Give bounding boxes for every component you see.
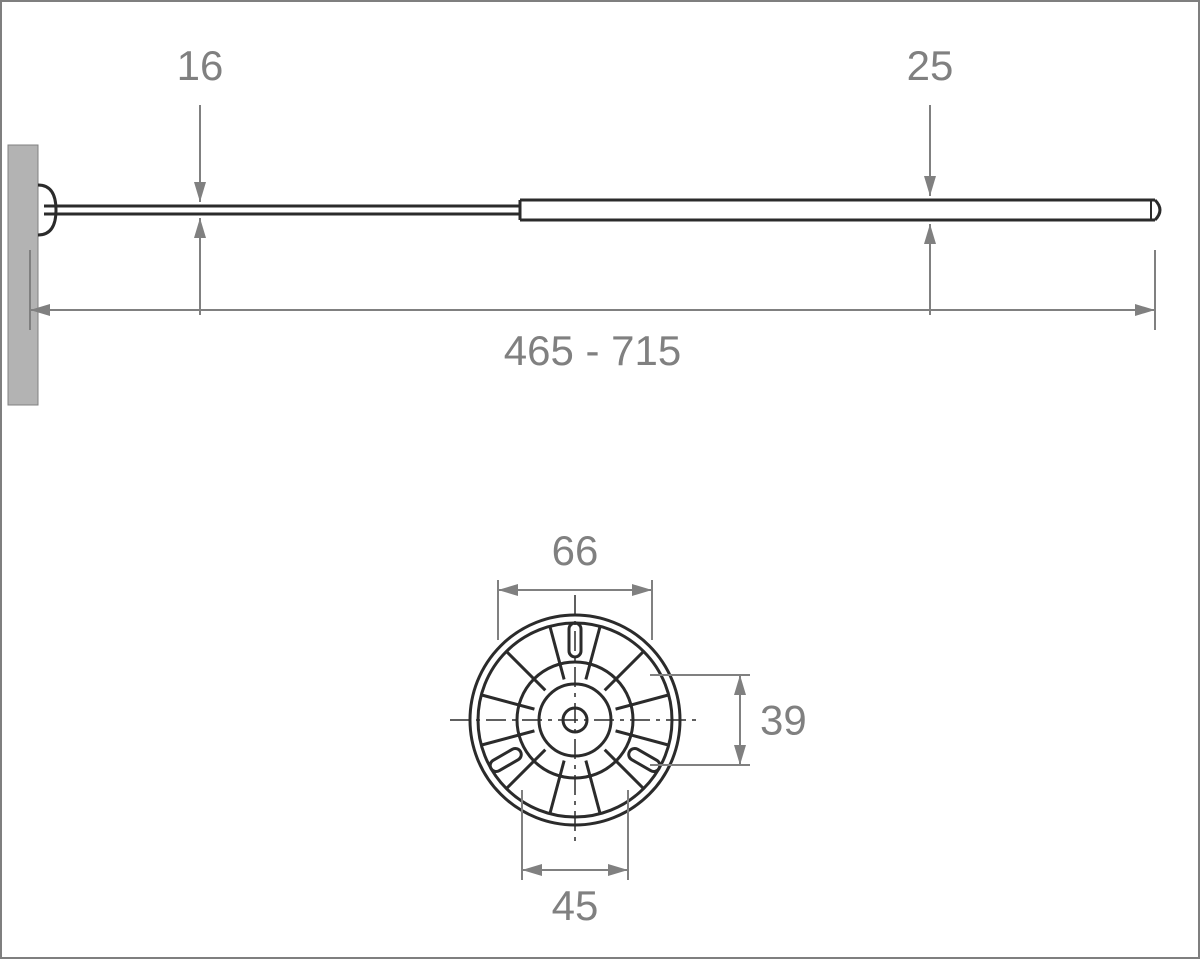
dim-25: 25	[907, 42, 954, 315]
dim-16-label: 16	[177, 42, 224, 89]
dim-39-label: 39	[760, 697, 807, 744]
dim-length-label: 465 - 715	[504, 327, 681, 374]
wall	[8, 145, 38, 405]
end-view: 66 45 39	[450, 527, 807, 929]
dim-66-label: 66	[552, 527, 599, 574]
mount-slot	[488, 746, 523, 773]
dim-16: 16	[177, 42, 224, 315]
dim-45-label: 45	[552, 882, 599, 929]
dim-25-label: 25	[907, 42, 954, 89]
side-view: 16 25 465 - 715	[8, 42, 1160, 405]
dim-length: 465 - 715	[30, 250, 1155, 374]
mount-bracket	[38, 185, 56, 235]
mount-slot	[627, 746, 662, 773]
